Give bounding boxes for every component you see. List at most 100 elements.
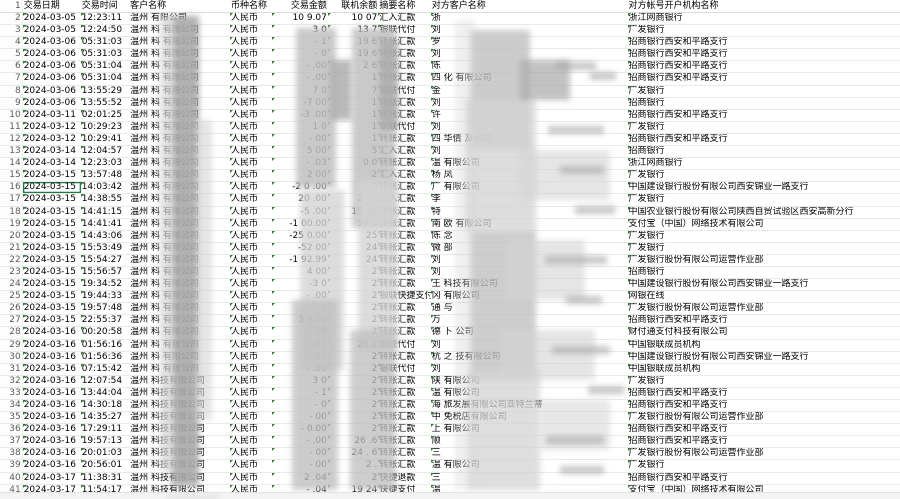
cell-counterparty-bank[interactable]: 招商银行西安和平路支行 [627, 48, 900, 62]
cell-amount[interactable]: - .03 [272, 157, 328, 171]
cell-customer-name[interactable]: 温州 科 有限公司 [129, 206, 231, 219]
cell-counterparty-name[interactable]: 万 [430, 314, 628, 328]
cell-time[interactable]: 10:29:23 [80, 121, 130, 134]
cell-counterparty-bank[interactable]: 广发银行股份有限公司运营作业部 [627, 254, 900, 267]
cell-currency[interactable]: 人民币 [230, 121, 273, 134]
cell-counterparty-name[interactable]: 刘 [430, 363, 628, 376]
cell-balance[interactable]: 50 0 [327, 218, 379, 231]
row-number[interactable]: 35 [0, 411, 23, 425]
cell-amount[interactable]: - 1 [272, 387, 328, 401]
table-row[interactable]: 25 2024-03-15 19:44:33 温州 科 有限公司 人民币 - .00 2 银… [0, 290, 900, 304]
cell-time[interactable]: 07:15:42 [80, 363, 130, 376]
cell-time[interactable]: 19:44:33 [80, 290, 130, 304]
table-row[interactable]: 12 2024-03-12 10:29:41 温州 科 有限公司 人民币 - 00 1 转账… [0, 133, 900, 147]
cell-amount[interactable]: 20 .00 [272, 193, 328, 207]
cell-balance[interactable]: 10 07 [327, 12, 379, 26]
cell-customer-name[interactable]: 温州 科技有限公司 [129, 387, 231, 401]
cell-customer-name[interactable]: 温州 科 有限公司 [129, 351, 231, 364]
cell-summary[interactable]: 转账汇款 [378, 314, 431, 328]
cell-counterparty-bank[interactable]: 招商银行西安和平路支行 [627, 399, 900, 413]
cell-currency[interactable]: 人民币 [230, 72, 273, 86]
cell-time[interactable]: 14:30:18 [80, 399, 130, 413]
cell-counterparty-bank[interactable]: 招商银行西安和平路支行 [627, 133, 900, 147]
cell-time[interactable]: 05:31:04 [80, 72, 130, 86]
cell-date[interactable]: 2024-03-15 [22, 193, 81, 207]
cell-currency[interactable]: 人民币 [230, 387, 273, 401]
cell-currency[interactable]: 人民币 [230, 36, 273, 50]
cell-counterparty-bank[interactable]: 中国建设银行股份有限公司西安锦业一路支行 [627, 351, 900, 364]
row-number[interactable]: 3 [0, 24, 23, 38]
cell-amount[interactable]: - 0 [272, 399, 328, 413]
cell-summary[interactable]: 银联代付 [378, 85, 431, 98]
cell-time[interactable]: 11:38:31 [80, 472, 130, 485]
cell-customer-name[interactable]: 温州 科技有限公司 [129, 435, 231, 449]
cell-date[interactable]: 2024-03-16 [22, 351, 81, 364]
cell-amount[interactable]: 7 0 [272, 85, 328, 98]
cell-currency[interactable]: 人民币 [230, 12, 273, 26]
cell-customer-name[interactable]: 温州 科技有限公司 [129, 411, 231, 425]
row-number[interactable]: 14 [0, 157, 23, 171]
row-number[interactable]: 24 [0, 278, 23, 292]
cell-counterparty-bank[interactable]: 招商银行 [627, 145, 900, 159]
cell-currency[interactable]: 人民币 [230, 242, 273, 255]
cell-balance[interactable]: 13 7 [327, 24, 379, 38]
cell-currency[interactable]: 人民币 [230, 302, 273, 316]
cell-summary[interactable]: 银联代付 [378, 339, 431, 352]
cell-currency[interactable]: 人民币 [230, 423, 273, 437]
cell-date[interactable]: 2024-03-12 [22, 121, 81, 134]
cell-counterparty-name[interactable]: 许 [430, 109, 628, 122]
cell-counterparty-name[interactable]: 广 有限公司 [430, 181, 628, 195]
table-row[interactable]: 21 2024-03-15 15:53:49 温州 科 有限公司 人民币 -52 00 24… [0, 242, 900, 255]
cell-date[interactable]: 2024-03-16 [22, 435, 81, 449]
cell-time[interactable]: 15:53:49 [80, 242, 130, 255]
cell-date[interactable]: 2024-03-15 [22, 230, 81, 243]
cell-summary[interactable]: 转账汇款 [378, 97, 431, 110]
cell-summary[interactable]: 汇入汇款 [378, 145, 431, 159]
cell-summary[interactable]: 银联代付 [378, 24, 431, 38]
cell-time[interactable]: 14:35:27 [80, 411, 130, 425]
column-header-date[interactable]: 交易日期 [22, 0, 81, 13]
cell-amount[interactable]: -1 00.00 [272, 218, 328, 231]
cell-summary[interactable]: 转账汇款 [378, 48, 431, 62]
cell-amount[interactable]: - 00 [272, 411, 328, 425]
cell-customer-name[interactable]: 温州 科技有限公司 [129, 375, 231, 388]
cell-balance[interactable]: 2 [327, 423, 379, 437]
cell-amount[interactable]: 5 00 [272, 145, 328, 159]
cell-counterparty-bank[interactable]: 招商银行 [627, 97, 900, 110]
cell-date[interactable]: 2024-03-16 [22, 423, 81, 437]
cell-amount[interactable]: - .00 [272, 60, 328, 74]
table-row[interactable]: 23 2024-03-15 15:56:57 温州 科 有限公司 人民币 4 00 2 转账… [0, 266, 900, 280]
cell-summary[interactable]: 转账汇款 [378, 36, 431, 50]
cell-summary[interactable]: 转账汇款 [378, 181, 431, 195]
cell-date[interactable]: 2024-03-14 [22, 157, 81, 171]
cell-currency[interactable]: 人民币 [230, 266, 273, 280]
row-number[interactable]: 18 [0, 206, 23, 219]
table-row[interactable]: 9 2024-03-06 13:55:52 温州 科 有限公司 人民币 -7 00 1 转账… [0, 97, 900, 110]
cell-customer-name[interactable]: 温州 科 有限公司 [129, 85, 231, 98]
cell-amount[interactable]: - 0 [272, 302, 328, 316]
cell-counterparty-bank[interactable]: 中国农业银行股份有限公司陕西自贸试验区西安高新分行 [627, 206, 900, 219]
cell-currency[interactable]: 人民币 [230, 472, 273, 485]
cell-counterparty-bank[interactable]: 广发银行股份有限公司运营作业部 [627, 447, 900, 461]
cell-balance[interactable]: 2 [327, 472, 379, 485]
cell-time[interactable]: 14:03:42 [80, 181, 130, 195]
cell-counterparty-bank[interactable]: 广发银行 [627, 121, 900, 134]
row-number[interactable]: 22 [0, 254, 23, 267]
cell-balance[interactable]: 19 6 [327, 36, 379, 50]
cell-customer-name[interactable]: 温州 科技有限公司 [129, 447, 231, 461]
cell-customer-name[interactable]: 温州 科 有限公司 [129, 36, 231, 50]
table-row[interactable]: 7 2024-03-06 05:31:04 温州 科 有限公司 人民币 - .00 1 转账… [0, 72, 900, 86]
cell-date[interactable]: 2024-03-16 [22, 399, 81, 413]
cell-balance[interactable]: 2 [327, 302, 379, 316]
cell-summary[interactable]: 汇入汇款 [378, 193, 431, 207]
cell-summary[interactable]: 转账汇款 [378, 326, 431, 340]
cell-balance[interactable]: 19 6 [327, 48, 379, 62]
cell-amount[interactable]: - .00 [272, 435, 328, 449]
cell-counterparty-bank[interactable]: 广发银行 [627, 193, 900, 207]
cell-amount[interactable]: - 00 [272, 459, 328, 473]
cell-amount[interactable]: -52 00 [272, 242, 328, 255]
cell-balance[interactable]: 7 [327, 85, 379, 98]
table-row[interactable]: 31 2024-03-16 07:15:42 温州 科 有限公司 人民币 - .00 2 银… [0, 363, 900, 376]
